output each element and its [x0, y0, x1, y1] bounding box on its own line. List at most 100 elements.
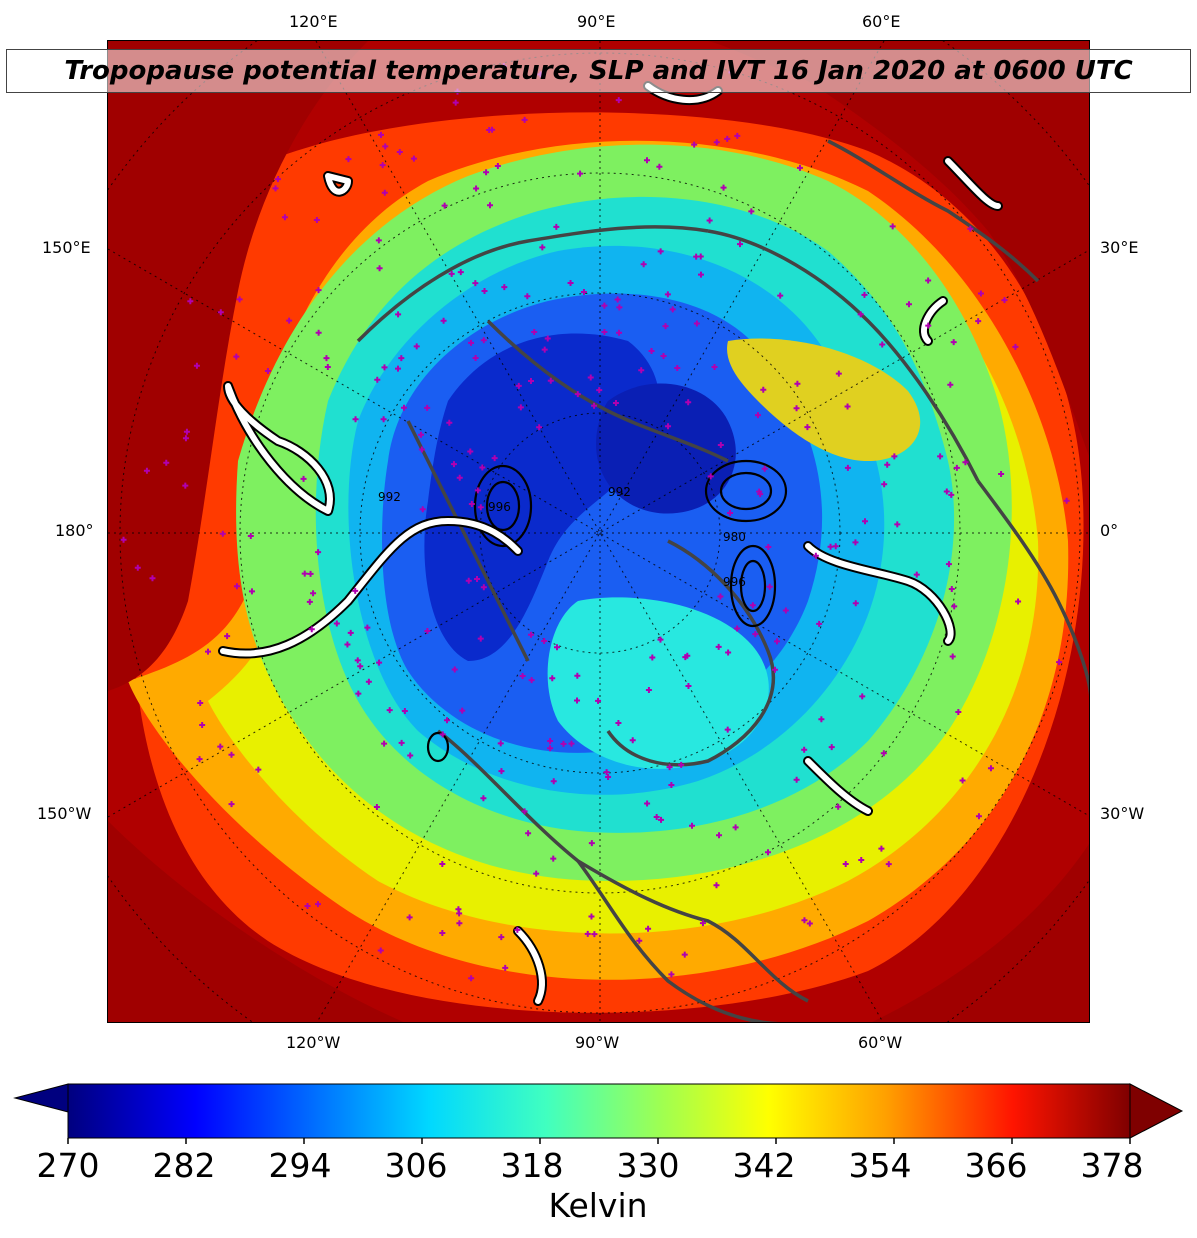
station-marker — [381, 364, 388, 371]
station-marker — [410, 155, 417, 162]
station-marker — [648, 347, 655, 354]
station-marker — [761, 465, 768, 472]
station-marker — [669, 306, 676, 313]
station-marker — [539, 244, 546, 251]
station-marker — [376, 659, 383, 666]
station-marker — [377, 947, 384, 954]
lon-label-right-1: 30°E — [1100, 238, 1139, 257]
station-marker — [550, 778, 557, 785]
station-marker — [596, 387, 603, 394]
station-marker — [395, 311, 402, 318]
station-marker — [554, 644, 561, 651]
station-marker — [481, 288, 488, 295]
theta-dark-red-south — [108, 821, 404, 1022]
station-marker — [217, 743, 224, 750]
station-marker — [547, 377, 554, 384]
station-marker — [638, 367, 645, 374]
station-marker — [668, 781, 675, 788]
station-marker — [480, 584, 487, 591]
station-marker — [949, 653, 956, 660]
station-marker — [281, 214, 288, 221]
theta-cyan-tongue — [547, 597, 769, 769]
station-marker — [962, 459, 969, 466]
station-marker — [477, 504, 484, 511]
station-marker — [489, 126, 496, 133]
station-marker — [943, 488, 950, 495]
station-marker — [603, 769, 610, 776]
station-marker — [640, 261, 647, 268]
colorbar-tick-label: 306 — [384, 1146, 448, 1185]
station-marker — [880, 750, 887, 757]
station-marker — [782, 607, 789, 614]
station-marker — [953, 464, 960, 471]
station-marker — [717, 442, 724, 449]
station-marker — [678, 761, 685, 768]
station-marker — [247, 533, 254, 540]
station-marker — [574, 697, 581, 704]
station-marker — [945, 561, 952, 568]
theta-dark-red-se — [872, 843, 1089, 1022]
station-marker — [577, 170, 584, 177]
station-marker — [975, 318, 982, 325]
station-marker — [163, 459, 170, 466]
lon-label-top-1: 120°E — [289, 12, 338, 31]
station-marker — [681, 951, 688, 958]
station-marker — [748, 208, 755, 215]
station-marker — [793, 405, 800, 412]
slp-label: 992 — [608, 485, 631, 499]
station-marker — [501, 284, 508, 291]
colorbar-tick-label: 342 — [732, 1146, 796, 1185]
station-marker — [668, 971, 675, 978]
station-marker — [314, 901, 321, 908]
lon-label-right-3: 30°W — [1100, 804, 1145, 823]
station-marker — [666, 764, 673, 771]
station-marker — [459, 707, 466, 714]
station-marker — [477, 635, 484, 642]
station-marker — [418, 446, 425, 453]
station-marker — [483, 169, 490, 176]
station-marker — [636, 937, 643, 944]
lon-label-top-3: 60°E — [862, 12, 901, 31]
station-marker — [568, 740, 575, 747]
station-marker — [925, 277, 932, 284]
station-marker — [754, 412, 761, 419]
station-marker — [859, 693, 866, 700]
station-marker — [727, 510, 734, 517]
station-marker — [379, 162, 386, 169]
station-marker — [446, 419, 453, 426]
station-marker — [301, 570, 308, 577]
station-marker — [959, 777, 966, 784]
station-marker — [357, 663, 364, 670]
colorbar-body — [67, 1083, 1131, 1139]
station-marker — [228, 801, 235, 808]
station-marker — [306, 598, 313, 605]
station-marker — [514, 926, 521, 933]
station-marker — [255, 766, 262, 773]
station-marker — [381, 189, 388, 196]
station-marker — [323, 355, 330, 362]
station-marker — [818, 716, 825, 723]
station-marker — [196, 756, 203, 763]
lon-label-bottom-2: 90°W — [575, 1033, 620, 1052]
station-marker — [720, 184, 727, 191]
station-marker — [233, 583, 240, 590]
colorbar-ticks — [67, 1138, 1131, 1144]
station-marker — [889, 223, 896, 230]
coastlines — [356, 139, 1089, 1022]
colorbar-tick-label: 318 — [500, 1146, 564, 1185]
station-marker — [354, 657, 361, 664]
station-marker — [364, 624, 371, 631]
station-marker — [852, 600, 859, 607]
station-marker — [657, 248, 664, 255]
station-marker — [474, 575, 481, 582]
station-marker — [407, 752, 414, 759]
lon-label-right-2: 0° — [1100, 521, 1119, 540]
station-marker — [515, 382, 522, 389]
station-marker — [804, 424, 811, 431]
station-marker — [187, 298, 194, 305]
station-marker — [844, 464, 851, 471]
station-marker — [716, 832, 723, 839]
station-marker — [375, 237, 382, 244]
station-marker — [233, 353, 240, 360]
station-marker — [656, 163, 663, 170]
